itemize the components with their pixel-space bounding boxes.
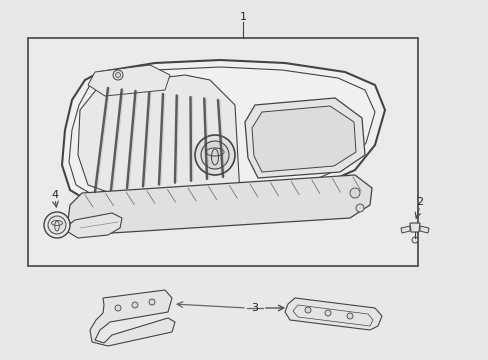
Circle shape xyxy=(201,141,228,169)
Text: 3: 3 xyxy=(251,303,258,313)
Polygon shape xyxy=(285,298,381,330)
Polygon shape xyxy=(68,175,371,235)
Polygon shape xyxy=(419,226,428,233)
Polygon shape xyxy=(409,223,419,232)
Polygon shape xyxy=(78,75,240,205)
Polygon shape xyxy=(244,98,364,178)
Polygon shape xyxy=(68,213,122,238)
Circle shape xyxy=(115,72,120,77)
Polygon shape xyxy=(88,65,170,96)
Circle shape xyxy=(48,216,66,234)
Polygon shape xyxy=(90,290,175,346)
Circle shape xyxy=(113,70,123,80)
Circle shape xyxy=(349,188,359,198)
Text: 2: 2 xyxy=(416,197,423,207)
Text: 1: 1 xyxy=(239,12,246,22)
Polygon shape xyxy=(251,106,355,172)
Text: 4: 4 xyxy=(51,190,59,200)
Bar xyxy=(28,38,417,266)
Circle shape xyxy=(411,237,417,243)
Circle shape xyxy=(346,313,352,319)
Circle shape xyxy=(355,204,363,212)
Circle shape xyxy=(325,310,330,316)
Circle shape xyxy=(44,212,70,238)
Circle shape xyxy=(305,307,310,313)
Circle shape xyxy=(195,135,235,175)
Polygon shape xyxy=(400,226,409,233)
Polygon shape xyxy=(62,60,384,218)
Circle shape xyxy=(115,305,121,311)
Circle shape xyxy=(149,299,155,305)
Circle shape xyxy=(132,302,138,308)
